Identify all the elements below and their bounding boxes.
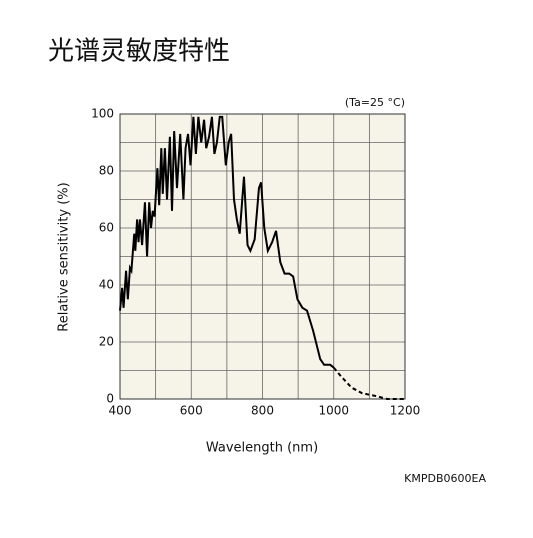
y-axis-title: Relative sensitivity (%) <box>57 182 72 331</box>
plot-border <box>119 113 406 400</box>
x-tick-label: 1000 <box>318 404 349 418</box>
y-tick-label: 20 <box>99 335 114 349</box>
x-tick-label: 400 <box>109 404 132 418</box>
annotation: (Ta=25 °C) <box>345 96 405 109</box>
line-series <box>332 367 405 400</box>
line-series <box>119 115 335 369</box>
y-tick-label: 60 <box>99 221 114 235</box>
x-axis-title: Wavelength (nm) <box>206 441 318 456</box>
y-tick-label: 80 <box>99 164 114 178</box>
y-tick-label: 0 <box>106 392 114 406</box>
y-tick-label: 100 <box>91 107 114 121</box>
x-tick-label: 600 <box>180 404 203 418</box>
y-tick-label: 40 <box>99 278 114 292</box>
chart-title: 光谱灵敏度特性 <box>48 37 230 67</box>
x-tick-label: 1200 <box>390 404 421 418</box>
code-label: KMPDB0600EA <box>404 472 486 485</box>
x-tick-label: 800 <box>251 404 274 418</box>
